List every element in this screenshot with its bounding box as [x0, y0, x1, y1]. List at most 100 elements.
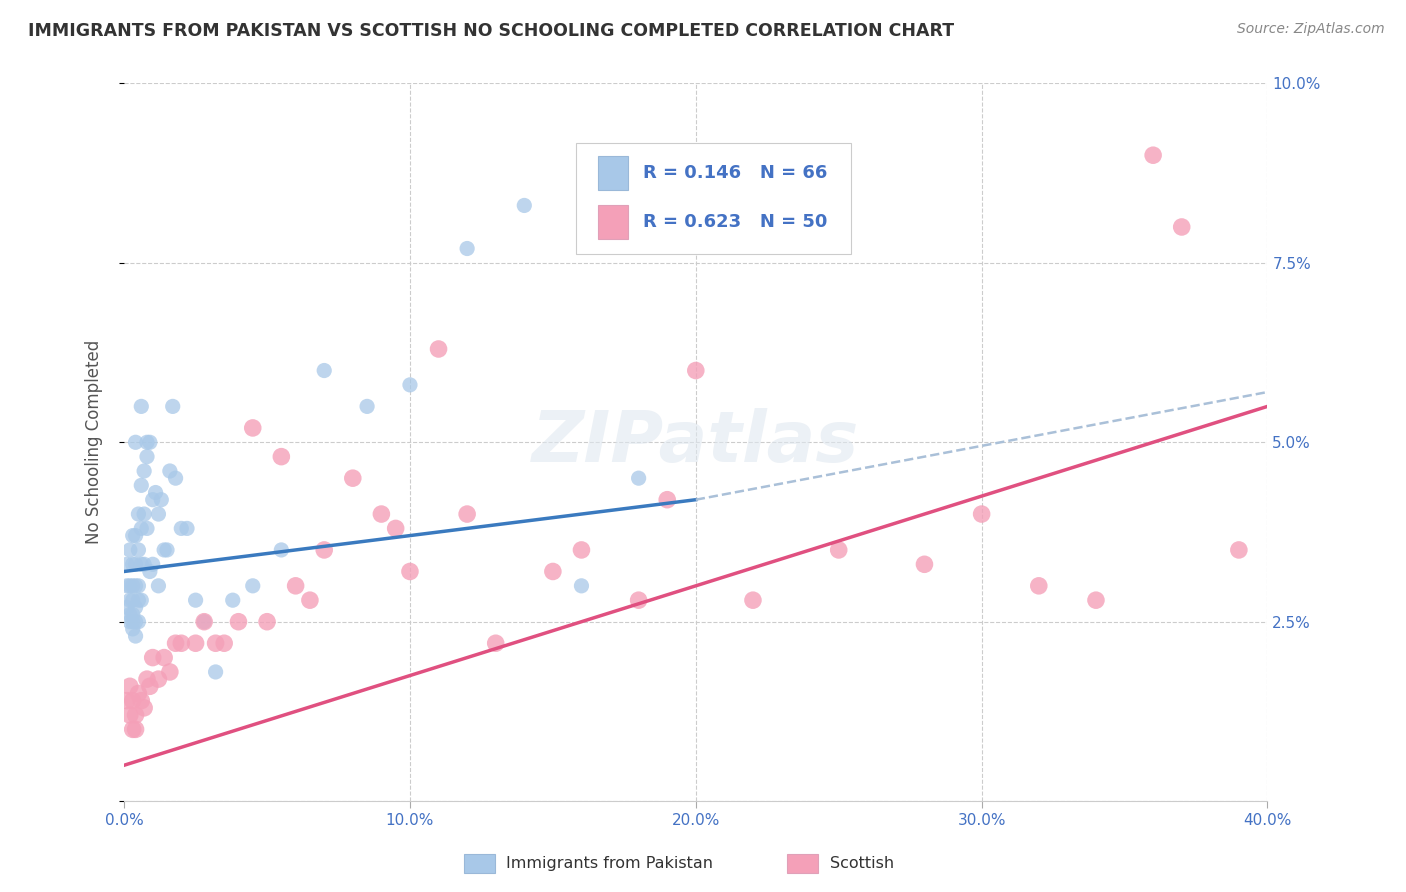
Point — [150, 492, 173, 507]
Point — [127, 615, 149, 629]
Point — [148, 672, 170, 686]
Point — [153, 650, 176, 665]
Point — [153, 543, 176, 558]
Point — [627, 593, 650, 607]
Point — [129, 593, 152, 607]
Point — [571, 579, 593, 593]
Point — [118, 607, 141, 622]
Point — [399, 377, 422, 392]
Point — [121, 615, 143, 629]
Point — [256, 615, 278, 629]
Point — [118, 579, 141, 593]
Y-axis label: No Schooling Completed: No Schooling Completed — [86, 340, 103, 544]
Point — [115, 558, 138, 572]
Point — [159, 464, 181, 478]
Point — [118, 543, 141, 558]
Point — [127, 593, 149, 607]
Point — [384, 521, 406, 535]
Point — [134, 558, 156, 572]
Point — [204, 636, 226, 650]
Point — [124, 629, 146, 643]
Point — [370, 507, 392, 521]
Point — [121, 558, 143, 572]
Point — [121, 607, 143, 622]
Point — [136, 435, 159, 450]
Point — [121, 723, 143, 737]
Point — [914, 558, 936, 572]
Point — [1084, 593, 1107, 607]
Point — [156, 543, 179, 558]
Point — [541, 565, 564, 579]
Point — [148, 507, 170, 521]
Text: Scottish: Scottish — [830, 856, 894, 871]
Point — [228, 615, 250, 629]
Point — [127, 686, 149, 700]
Point — [124, 708, 146, 723]
Point — [159, 665, 181, 679]
Point — [148, 579, 170, 593]
Point — [129, 478, 152, 492]
Point — [118, 593, 141, 607]
Point — [121, 622, 143, 636]
Text: R = 0.623   N = 50: R = 0.623 N = 50 — [643, 213, 827, 231]
Point — [115, 579, 138, 593]
Point — [124, 435, 146, 450]
Point — [136, 450, 159, 464]
Point — [1142, 148, 1164, 162]
Point — [124, 528, 146, 542]
Point — [314, 543, 336, 558]
Point — [145, 485, 167, 500]
Point — [204, 665, 226, 679]
Point — [142, 558, 165, 572]
Point — [828, 543, 851, 558]
Point — [129, 521, 152, 535]
Point — [356, 400, 378, 414]
Point — [121, 593, 143, 607]
Point — [134, 464, 156, 478]
Point — [184, 593, 207, 607]
Point — [742, 593, 765, 607]
Point — [485, 636, 508, 650]
Point — [193, 615, 215, 629]
Point — [118, 615, 141, 629]
Point — [124, 579, 146, 593]
Point — [193, 615, 215, 629]
Point — [456, 242, 478, 256]
Point — [270, 543, 292, 558]
Point — [685, 363, 707, 377]
Text: R = 0.146   N = 66: R = 0.146 N = 66 — [643, 164, 827, 182]
Point — [139, 435, 162, 450]
Text: ZIPatlas: ZIPatlas — [531, 408, 859, 477]
Point — [139, 565, 162, 579]
Point — [129, 693, 152, 707]
Point — [1227, 543, 1250, 558]
Point — [118, 708, 141, 723]
Point — [129, 558, 152, 572]
Point — [127, 507, 149, 521]
Point — [242, 579, 264, 593]
Point — [142, 492, 165, 507]
Point — [513, 198, 536, 212]
Point — [212, 636, 235, 650]
Point — [118, 679, 141, 693]
Point — [129, 400, 152, 414]
Point — [342, 471, 364, 485]
Point — [970, 507, 993, 521]
Text: Immigrants from Pakistan: Immigrants from Pakistan — [506, 856, 713, 871]
Point — [176, 521, 198, 535]
Point — [298, 593, 321, 607]
Text: Source: ZipAtlas.com: Source: ZipAtlas.com — [1237, 22, 1385, 37]
Point — [124, 723, 146, 737]
Point — [115, 693, 138, 707]
Point — [121, 693, 143, 707]
Point — [165, 636, 187, 650]
Point — [270, 450, 292, 464]
Point — [121, 528, 143, 542]
Point — [170, 636, 193, 650]
Point — [399, 565, 422, 579]
Point — [222, 593, 245, 607]
Point — [284, 579, 307, 593]
Point — [124, 615, 146, 629]
Point — [1170, 219, 1192, 234]
Point — [124, 600, 146, 615]
